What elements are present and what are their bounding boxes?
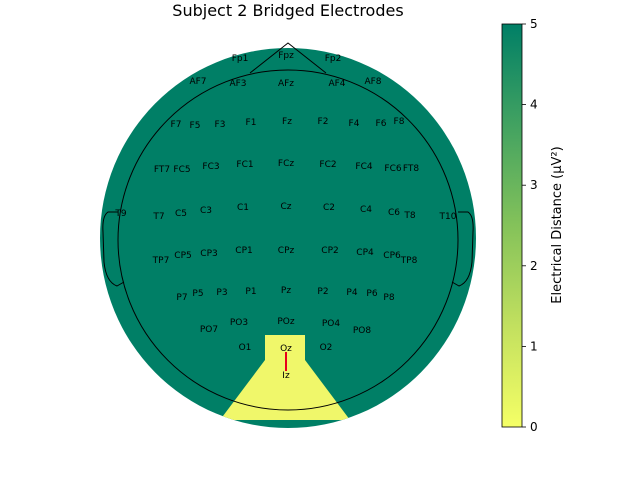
electrode-label-t8: T8: [403, 211, 415, 221]
electrode-label-po7: PO7: [200, 325, 218, 335]
electrode-label-tp7: TP7: [152, 256, 170, 266]
colorbar-label: Electrical Distance (μV²): [550, 146, 565, 303]
electrode-label-fc3: FC3: [202, 162, 219, 172]
electrode-label-po8: PO8: [353, 326, 372, 336]
electrode-label-afz: AFz: [278, 79, 294, 89]
electrode-label-fc1: FC1: [236, 160, 253, 170]
colorbar-tick-label: 2: [530, 259, 538, 273]
electrode-labels: Fp1 Fpz Fp2 AF7 AF3 AFz AF4 AF8 F7 F5 F3 F1 Fz F2 F4 F6…: [114, 51, 456, 381]
electrode-label-fp1: Fp1: [232, 54, 249, 64]
electrode-label-fp2: Fp2: [325, 54, 342, 64]
electrode-label-t7: T7: [152, 212, 164, 222]
colorbar-gradient: [501, 23, 523, 428]
electrode-label-af4: AF4: [328, 79, 345, 89]
right-ear-outline: [451, 211, 474, 287]
electrode-label-p1: P1: [245, 287, 256, 297]
electrode-label-af3: AF3: [229, 79, 246, 89]
electrode-label-f8: F8: [394, 117, 405, 127]
electrode-label-cp3: CP3: [200, 249, 217, 259]
electrode-label-tp8: TP8: [400, 256, 418, 266]
electrode-label-fcz: FCz: [278, 159, 294, 169]
electrode-label-p6: P6: [366, 289, 377, 299]
electrode-label-po3: PO3: [230, 318, 248, 328]
electrode-label-c6: C6: [388, 208, 400, 218]
electrode-label-f1: F1: [246, 118, 257, 128]
electrode-label-fc5: FC5: [173, 165, 190, 175]
electrode-label-cp5: CP5: [174, 251, 191, 261]
electrode-label-p2: P2: [317, 287, 328, 297]
electrode-label-p3: P3: [216, 288, 227, 298]
nose-outline: [249, 42, 327, 74]
chart-title: Subject 2 Bridged Electrodes: [172, 1, 403, 20]
colorbar-tick-label: 3: [530, 178, 538, 192]
electrode-label-c1: C1: [237, 203, 249, 213]
electrode-label-poz: POz: [277, 317, 295, 327]
electrode-label-c4: C4: [360, 205, 372, 215]
electrode-label-cp2: CP2: [321, 246, 338, 256]
electrode-label-f7: F7: [171, 120, 182, 130]
head-outline: [117, 69, 459, 411]
colorbar-ticks: 0 1 2 3 4 5: [522, 17, 538, 434]
electrode-label-cpz: CPz: [278, 246, 295, 256]
electrode-label-o2: O2: [320, 343, 333, 353]
electrode-label-ft8: FT8: [403, 164, 420, 174]
electrode-label-p4: P4: [346, 288, 357, 298]
electrode-label-oz: Oz: [280, 344, 292, 354]
electrode-label-cp6: CP6: [383, 251, 401, 261]
electrode-label-t10: T10: [439, 212, 457, 222]
electrode-label-cz: Cz: [280, 202, 291, 212]
electrode-label-c2: C2: [323, 203, 335, 213]
topomap: Fp1 Fpz Fp2 AF7 AF3 AFz AF4 AF8 F7 F5 F3 F1 Fz F2 F4 F6…: [100, 42, 476, 428]
electrode-label-f6: F6: [376, 119, 387, 129]
electrode-label-f2: F2: [318, 117, 329, 127]
electrode-label-pz: Pz: [281, 286, 291, 296]
electrode-label-ft7: FT7: [154, 165, 170, 175]
electrode-label-iz: Iz: [282, 371, 290, 381]
electrode-label-p5: P5: [192, 289, 203, 299]
electrode-label-fpz: Fpz: [278, 51, 294, 61]
electrode-label-af7: AF7: [189, 77, 206, 87]
electrode-label-po4: PO4: [322, 319, 341, 329]
electrode-label-cp1: CP1: [235, 246, 252, 256]
colorbar-tick-label: 1: [530, 339, 538, 353]
colorbar-tick-label: 0: [530, 420, 538, 434]
bridged-region: [220, 335, 350, 420]
electrode-label-p7: P7: [176, 293, 187, 303]
electrode-label-f5: F5: [190, 121, 201, 131]
electrode-label-fc4: FC4: [355, 162, 372, 172]
electrode-label-p8: P8: [383, 293, 394, 303]
electrode-label-c3: C3: [200, 206, 212, 216]
electrode-label-f4: F4: [349, 119, 360, 129]
electrode-label-f3: F3: [215, 120, 226, 130]
electrode-label-t9: T9: [114, 209, 126, 219]
electrode-label-fc2: FC2: [319, 160, 336, 170]
electrode-label-o1: O1: [239, 343, 252, 353]
electrode-label-c5: C5: [175, 209, 187, 219]
electrode-label-fz: Fz: [282, 117, 292, 127]
left-ear-outline: [102, 211, 125, 287]
colorbar-tick-label: 4: [530, 98, 538, 112]
colorbar-tick-label: 5: [530, 17, 538, 31]
electrode-label-af8: AF8: [364, 77, 381, 87]
electrode-label-fc6: FC6: [384, 164, 401, 174]
electrode-label-cp4: CP4: [356, 248, 374, 258]
colorbar: 0 1 2 3 4 5 Electrical Distance (μV²): [501, 17, 565, 434]
